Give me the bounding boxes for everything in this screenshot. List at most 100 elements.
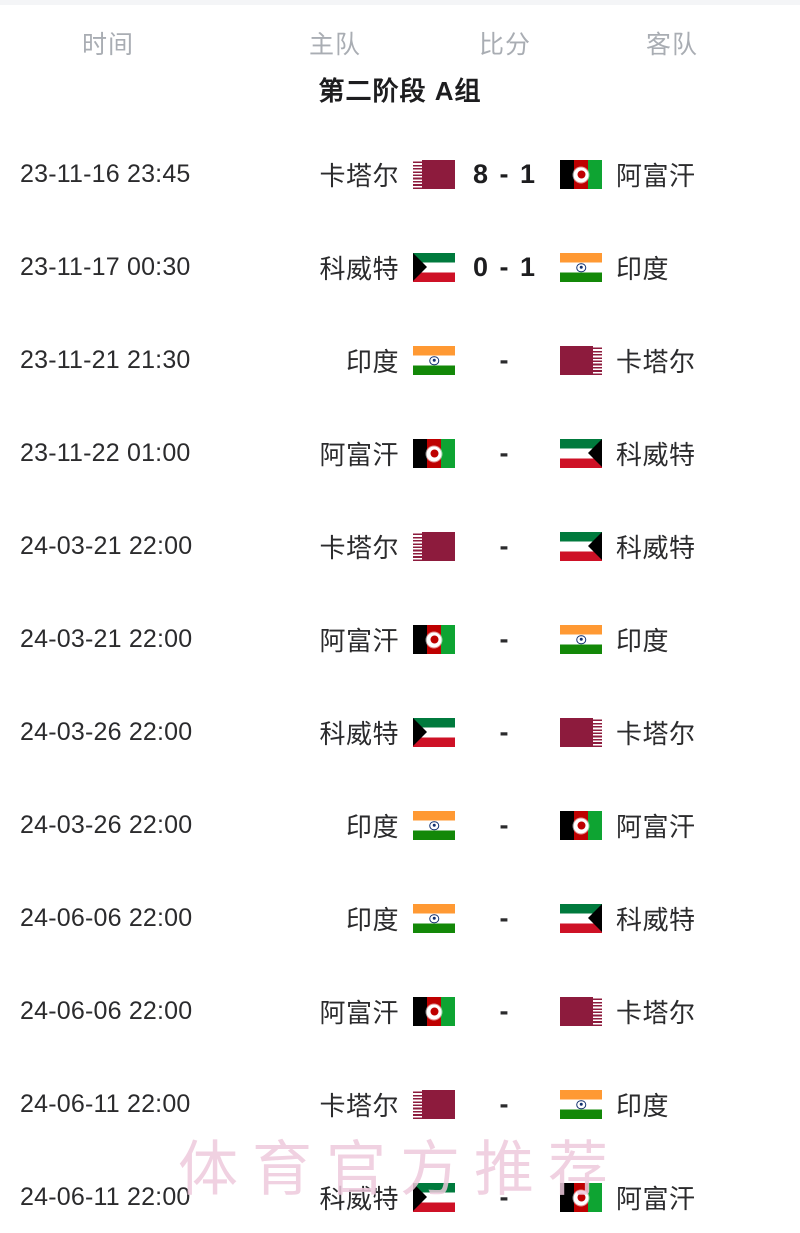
match-datetime: 24-03-21 22:00 [20, 532, 193, 560]
flag-qatar [413, 532, 455, 561]
match-score: - [499, 624, 511, 654]
match-score: - [499, 345, 511, 375]
home-team[interactable]: 卡塔尔 [250, 1058, 455, 1151]
match-score: - [499, 438, 511, 468]
match-datetime: 24-03-26 22:00 [20, 718, 193, 746]
column-header-home: 主队 [308, 31, 361, 59]
away-team[interactable]: 卡塔尔 [560, 686, 780, 779]
away-team-name: 阿富汗 [616, 161, 696, 191]
home-team-name: 卡塔尔 [319, 1091, 399, 1121]
home-team[interactable]: 印度 [250, 314, 455, 407]
away-team[interactable]: 科威特 [560, 872, 780, 965]
table-row[interactable]: 24-03-21 22:00 阿富汗 - 印度 [0, 593, 800, 686]
table-row[interactable]: 24-03-26 22:00 印度 - 阿富汗 [0, 779, 800, 872]
table-row[interactable]: 24-03-21 22:00 卡塔尔 - 科威特 [0, 500, 800, 593]
home-team[interactable]: 印度 [250, 779, 455, 872]
away-team-name: 科威特 [616, 440, 696, 470]
table-row[interactable]: 23-11-17 00:30 科威特 0 - 1 印度 [0, 221, 800, 314]
home-team-name: 印度 [345, 812, 399, 842]
match-score: - [499, 1089, 511, 1119]
match-datetime: 23-11-17 00:30 [20, 253, 191, 281]
flag-qatar [413, 1090, 455, 1119]
flag-india [560, 1090, 602, 1119]
flag-india [413, 346, 455, 375]
table-row[interactable]: 24-06-06 22:00 印度 - 科威特 [0, 872, 800, 965]
away-team-name: 阿富汗 [616, 812, 696, 842]
flag-india [560, 625, 602, 654]
home-team[interactable]: 阿富汗 [250, 593, 455, 686]
home-team-name: 阿富汗 [319, 626, 399, 656]
away-team[interactable]: 科威特 [560, 407, 780, 500]
flag-kuwait [560, 439, 602, 468]
flag-kuwait [413, 253, 455, 282]
home-team[interactable]: 卡塔尔 [250, 500, 455, 593]
away-team[interactable]: 印度 [560, 593, 780, 686]
away-team[interactable]: 印度 [560, 1058, 780, 1151]
away-team[interactable]: 印度 [560, 221, 780, 314]
away-team-name: 印度 [616, 1091, 670, 1121]
flag-kuwait [413, 1183, 455, 1212]
home-team[interactable]: 阿富汗 [250, 965, 455, 1058]
match-score: - [499, 903, 511, 933]
home-team[interactable]: 科威特 [250, 686, 455, 779]
flag-kuwait [560, 904, 602, 933]
table-row[interactable]: 24-06-06 22:00 阿富汗 - 卡塔尔 [0, 965, 800, 1058]
away-team-name: 卡塔尔 [616, 998, 696, 1028]
home-team-name: 卡塔尔 [319, 161, 399, 191]
flag-afghanistan [413, 625, 455, 654]
match-datetime: 23-11-21 21:30 [20, 346, 191, 374]
flag-india [413, 811, 455, 840]
table-row[interactable]: 24-06-11 22:00 卡塔尔 - 印度 [0, 1058, 800, 1151]
match-score: 8 - 1 [472, 159, 538, 189]
away-team-name: 科威特 [616, 533, 696, 563]
match-datetime: 23-11-22 01:00 [20, 439, 191, 467]
home-team-name: 阿富汗 [319, 998, 399, 1028]
flag-india [560, 253, 602, 282]
column-header-score: 比分 [478, 31, 531, 59]
away-team[interactable]: 阿富汗 [560, 779, 780, 872]
match-datetime: 24-06-06 22:00 [20, 904, 193, 932]
home-team-name: 科威特 [319, 254, 399, 284]
flag-afghanistan [413, 439, 455, 468]
home-team[interactable]: 科威特 [250, 221, 455, 314]
flag-afghanistan [560, 160, 602, 189]
flag-india [413, 904, 455, 933]
flag-qatar [560, 346, 602, 375]
match-score: - [499, 531, 511, 561]
flag-afghanistan [560, 811, 602, 840]
match-score: - [499, 996, 511, 1026]
top-divider [0, 0, 800, 5]
home-team-name: 科威特 [319, 1184, 399, 1214]
flag-kuwait [413, 718, 455, 747]
home-team-name: 印度 [345, 905, 399, 935]
away-team-name: 印度 [616, 254, 670, 284]
column-header-time: 时间 [81, 31, 134, 59]
away-team-name: 科威特 [616, 905, 696, 935]
home-team[interactable]: 卡塔尔 [250, 128, 455, 221]
away-team[interactable]: 科威特 [560, 500, 780, 593]
away-team-name: 卡塔尔 [616, 719, 696, 749]
match-score: 0 - 1 [472, 252, 538, 282]
table-row[interactable]: 24-03-26 22:00 科威特 - 卡塔尔 [0, 686, 800, 779]
away-team[interactable]: 卡塔尔 [560, 965, 780, 1058]
match-datetime: 24-06-11 22:00 [20, 1090, 191, 1118]
away-team-name: 印度 [616, 626, 670, 656]
match-score: - [499, 717, 511, 747]
home-team[interactable]: 阿富汗 [250, 407, 455, 500]
table-row[interactable]: 23-11-22 01:00 阿富汗 - 科威特 [0, 407, 800, 500]
home-team[interactable]: 科威特 [250, 1151, 455, 1233]
away-team[interactable]: 阿富汗 [560, 1151, 780, 1233]
home-team-name: 印度 [345, 347, 399, 377]
table-row[interactable]: 23-11-21 21:30 印度 - 卡塔尔 [0, 314, 800, 407]
away-team[interactable]: 阿富汗 [560, 128, 780, 221]
match-datetime: 24-06-06 22:00 [20, 997, 193, 1025]
table-row[interactable]: 24-06-11 22:00 科威特 - 阿富汗 [0, 1151, 800, 1233]
away-team[interactable]: 卡塔尔 [560, 314, 780, 407]
home-team[interactable]: 印度 [250, 872, 455, 965]
match-score: - [499, 1182, 511, 1212]
table-row[interactable]: 23-11-16 23:45 卡塔尔 8 - 1 阿富汗 [0, 128, 800, 221]
group-title: 第二阶段 A组 [318, 76, 482, 106]
match-datetime: 23-11-16 23:45 [20, 160, 191, 188]
home-team-name: 卡塔尔 [319, 533, 399, 563]
